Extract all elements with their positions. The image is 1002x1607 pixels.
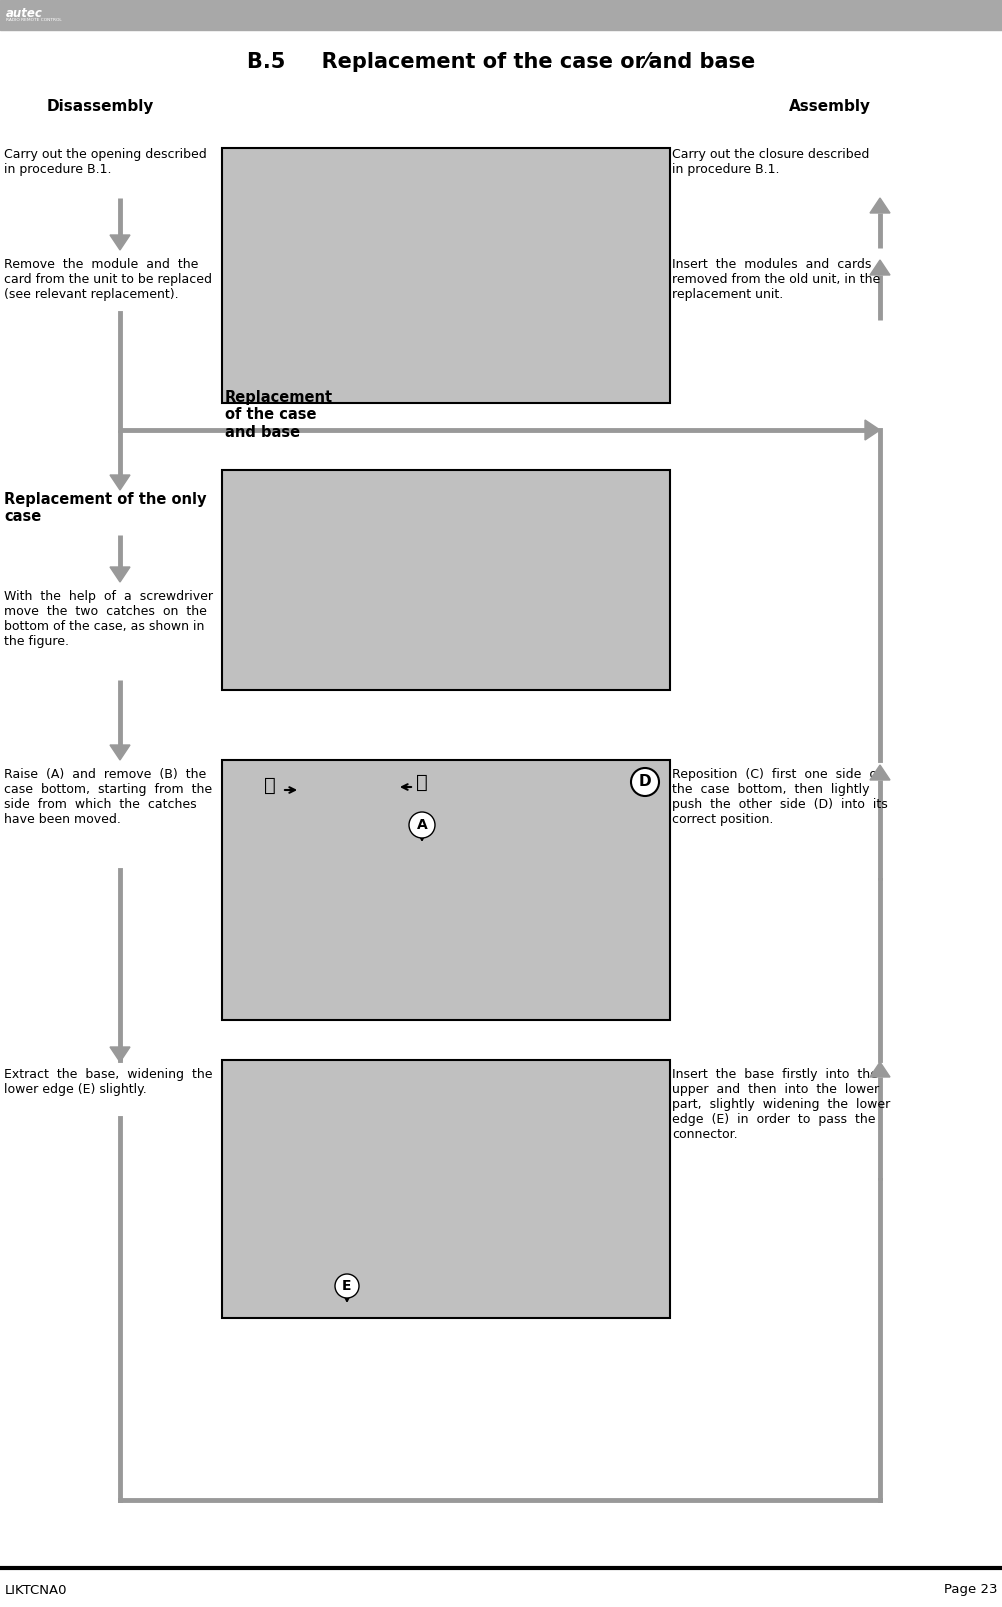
Polygon shape — [864, 419, 879, 440]
Text: Ⓑ: Ⓑ — [264, 776, 276, 794]
Text: With  the  help  of  a  screwdriver
move  the  two  catches  on  the
bottom of t: With the help of a screwdriver move the … — [4, 590, 212, 648]
Text: Insert  the  base  firstly  into  the
upper  and  then  into  the  lower
part,  : Insert the base firstly into the upper a… — [671, 1069, 890, 1141]
Text: Replacement
of the case
and base: Replacement of the case and base — [224, 391, 333, 440]
Polygon shape — [869, 1062, 889, 1077]
Text: autec: autec — [6, 6, 43, 19]
Text: Carry out the opening described
in procedure B.1.: Carry out the opening described in proce… — [4, 148, 206, 177]
Text: B.5     Replacement of the case or⁄and base: B.5 Replacement of the case or⁄and base — [246, 51, 755, 72]
Text: Carry out the closure described
in procedure B.1.: Carry out the closure described in proce… — [671, 148, 869, 177]
Text: D: D — [638, 775, 650, 789]
Bar — [221, 148, 669, 403]
Polygon shape — [110, 235, 130, 251]
Text: Reposition  (C)  first  one  side  of
the  case  bottom,  then  lightly
push  th: Reposition (C) first one side of the cas… — [671, 768, 887, 826]
Circle shape — [335, 1274, 359, 1298]
Text: Ⓒ: Ⓒ — [416, 773, 428, 792]
Bar — [221, 469, 669, 689]
Text: Replacement of the only
case: Replacement of the only case — [4, 492, 206, 524]
Text: LIKTCNA0: LIKTCNA0 — [5, 1583, 67, 1596]
Text: Assembly: Assembly — [789, 98, 870, 114]
Text: RADIO REMOTE CONTROL: RADIO REMOTE CONTROL — [6, 18, 62, 22]
Text: A: A — [416, 818, 427, 832]
Circle shape — [630, 768, 658, 795]
Circle shape — [409, 812, 435, 837]
Text: Extract  the  base,  widening  the
lower edge (E) slightly.: Extract the base, widening the lower edg… — [4, 1069, 212, 1096]
Polygon shape — [869, 260, 889, 275]
Polygon shape — [110, 567, 130, 582]
Bar — [221, 760, 669, 1020]
Text: E: E — [342, 1279, 352, 1294]
Text: Page 23: Page 23 — [944, 1583, 997, 1596]
Text: Insert  the  modules  and  cards
removed from the old unit, in the
replacement u: Insert the modules and cards removed fro… — [671, 259, 880, 301]
Bar — [0, 0, 1002, 31]
Bar — [221, 1061, 669, 1318]
Polygon shape — [869, 765, 889, 779]
Polygon shape — [110, 476, 130, 490]
Text: Raise  (A)  and  remove  (B)  the
case  bottom,  starting  from  the
side  from : Raise (A) and remove (B) the case bottom… — [4, 768, 211, 826]
Polygon shape — [110, 746, 130, 760]
Text: Remove  the  module  and  the
card from the unit to be replaced
(see relevant re: Remove the module and the card from the … — [4, 259, 211, 301]
Polygon shape — [869, 198, 889, 214]
Text: Disassembly: Disassembly — [46, 98, 153, 114]
Polygon shape — [110, 1048, 130, 1062]
